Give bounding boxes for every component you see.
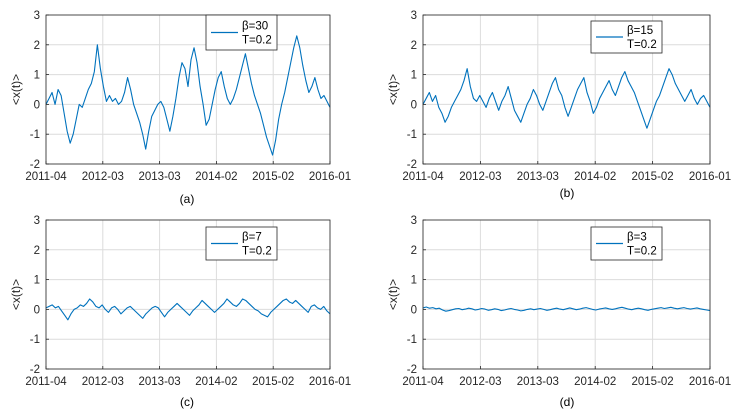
plot-area	[46, 15, 330, 164]
axes-box	[45, 219, 331, 370]
y-tick-label: -1	[407, 129, 417, 141]
x-tick-label: 2011-04	[25, 376, 67, 388]
y-axis-label: <x(t)>	[9, 279, 23, 310]
legend: β=15 T=0.2	[590, 20, 663, 54]
y-tick-label: 1	[411, 70, 417, 82]
legend-series-name: β=15	[627, 25, 653, 37]
y-tick-label: 0	[34, 304, 40, 316]
legend-note: T=0.2	[242, 246, 272, 258]
y-tick-label: -2	[407, 364, 417, 376]
y-axis-label: <x(t)>	[9, 74, 23, 105]
legend: β=7 T=0.2	[205, 226, 278, 261]
x-tick-label: 2014-02	[574, 376, 616, 388]
panel-caption: (d)	[560, 395, 575, 409]
series-line	[422, 68, 711, 129]
y-axis-label: <x(t)>	[386, 279, 400, 310]
chart-panel-b: -2 -1 0 1 2 3 2011-04 2012-03 2013-03 2014-02 2015…	[386, 10, 731, 200]
panel-caption: (a)	[180, 192, 195, 206]
x-tick-label: 2015-02	[631, 376, 673, 388]
y-tick-label: -2	[30, 364, 40, 376]
y-tick-label: 0	[411, 99, 417, 111]
x-tick-label: 2013-03	[517, 376, 559, 388]
x-tick-label: 2012-03	[82, 376, 124, 388]
x-tick-label: 2013-03	[138, 376, 180, 388]
y-tick-label: 1	[34, 70, 40, 82]
y-axis-label: <x(t)>	[386, 74, 400, 105]
y-tick-label: -1	[407, 334, 417, 346]
y-tick-label: 2	[411, 40, 417, 52]
legend-series-name: β=30	[242, 21, 268, 33]
legend-series-name: β=7	[242, 232, 262, 244]
x-tick-label: 2013-03	[138, 171, 180, 183]
x-tick-label: 2015-02	[631, 171, 673, 183]
x-tick-label: 2012-03	[82, 171, 124, 183]
x-tick-label: 2011-04	[402, 171, 444, 183]
x-tick-label: 2012-03	[459, 171, 501, 183]
legend-note: T=0.2	[627, 246, 657, 258]
y-tick-label: 1	[411, 275, 417, 287]
axes-box	[422, 219, 711, 370]
y-tick-label: 1	[34, 275, 40, 287]
legend: β=30 T=0.2	[205, 14, 278, 51]
legend-series-name: β=3	[627, 232, 647, 244]
series-line	[45, 35, 331, 156]
x-tick-label: 2016-01	[689, 376, 731, 388]
x-tick-label: 2015-02	[252, 171, 294, 183]
axes-box	[422, 14, 711, 165]
x-tick-label: 2011-04	[402, 376, 444, 388]
y-tick-label: 2	[411, 245, 417, 257]
plot-area	[423, 220, 710, 369]
series-line	[45, 298, 331, 321]
axes-box	[45, 14, 331, 165]
x-tick-label: 2016-01	[309, 171, 351, 183]
x-tick-label: 2011-04	[25, 171, 67, 183]
chart-panel-d: -2 -1 0 1 2 3 2011-04 2012-03 2013-03 2014-02 2015…	[386, 215, 731, 409]
plot-area	[423, 15, 710, 164]
y-tick-label: -1	[30, 129, 40, 141]
x-tick-label: 2016-01	[689, 171, 731, 183]
legend: β=3 T=0.2	[590, 226, 663, 261]
y-tick-label: 2	[34, 245, 40, 257]
y-tick-label: 0	[34, 99, 40, 111]
plot-area	[46, 220, 330, 369]
x-tick-label: 2014-02	[574, 171, 616, 183]
y-tick-label: -1	[30, 334, 40, 346]
chart-panel-a: -2 -1 0 1 2 3 2011-04 2012-03 2013-03 2014-02 2015…	[9, 10, 351, 206]
y-tick-label: 3	[34, 215, 40, 227]
legend-note: T=0.2	[627, 39, 657, 51]
y-tick-label: -2	[407, 159, 417, 171]
y-tick-label: 3	[411, 215, 417, 227]
y-tick-label: 3	[411, 10, 417, 22]
y-tick-label: 3	[34, 10, 40, 22]
x-tick-label: 2014-02	[195, 171, 237, 183]
x-tick-label: 2014-02	[195, 376, 237, 388]
x-tick-label: 2012-03	[459, 376, 501, 388]
legend-note: T=0.2	[242, 35, 272, 47]
x-tick-label: 2015-02	[252, 376, 294, 388]
panel-caption: (c)	[180, 395, 194, 409]
x-tick-label: 2016-01	[309, 376, 351, 388]
chart-panel-c: -2 -1 0 1 2 3 2011-04 2012-03 2013-03 2014-02 2015…	[9, 215, 351, 409]
series-line	[422, 306, 711, 312]
x-tick-label: 2013-03	[517, 171, 559, 183]
y-tick-label: -2	[30, 159, 40, 171]
y-tick-label: 0	[411, 304, 417, 316]
y-tick-label: 2	[34, 40, 40, 52]
panel-caption: (b)	[560, 186, 575, 200]
